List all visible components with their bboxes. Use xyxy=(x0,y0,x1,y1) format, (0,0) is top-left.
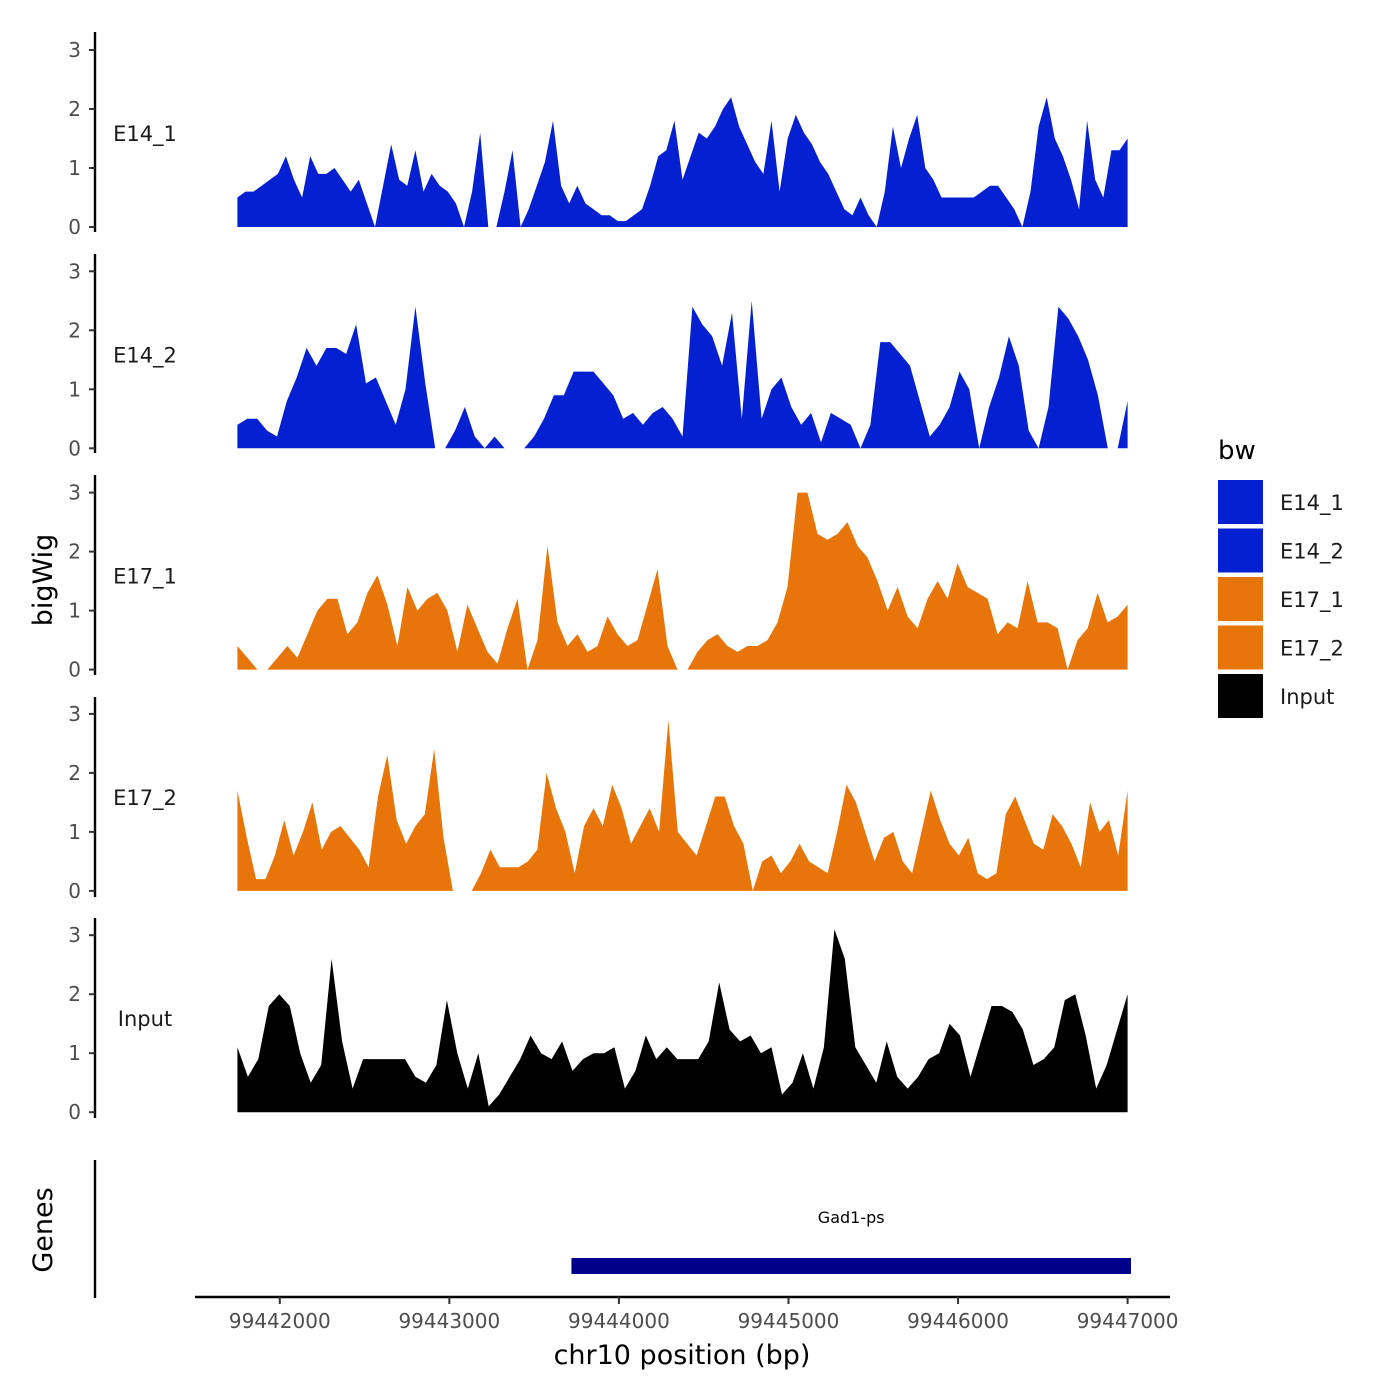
x-axis: 99442000 99443000 99444000 99445000 99446000… xyxy=(195,1295,1179,1333)
y-tick-label: 1 xyxy=(68,820,81,844)
y-tick-label: 1 xyxy=(68,156,81,180)
legend-key-e14-2 xyxy=(1218,528,1263,573)
y-tick-label: 3 xyxy=(68,702,81,726)
genes-panel: Gad1-ps xyxy=(93,1160,1131,1298)
genes-axis-title: Genes xyxy=(28,1187,59,1272)
y-tick-label: 0 xyxy=(68,1100,81,1124)
legend-key-e17-2 xyxy=(1218,625,1263,670)
y-tick-label: 3 xyxy=(68,481,81,505)
legend: bw E14_1 E14_2 E17_1 E17_2 Input xyxy=(1218,436,1344,718)
track-e14-2: 0 1 2 3 E14_2 xyxy=(68,254,1128,460)
y-tick-label: 3 xyxy=(68,259,81,283)
y-tick-label: 2 xyxy=(68,318,81,342)
y-tick-label: 0 xyxy=(68,215,81,239)
signal-area-e17-1 xyxy=(237,492,1128,670)
x-tick-label: 99443000 xyxy=(398,1309,500,1333)
y-tick-label: 2 xyxy=(68,540,81,564)
signal-area-e14-2 xyxy=(237,300,1128,449)
y-tick-label: 1 xyxy=(68,599,81,623)
track-label-e14-2: E14_2 xyxy=(113,343,177,368)
x-tick-label: 99442000 xyxy=(229,1309,331,1333)
gene-body-gad1-ps xyxy=(571,1258,1131,1274)
track-e17-2: 0 1 2 3 E17_2 xyxy=(68,697,1128,903)
y-tick-label: 1 xyxy=(68,1041,81,1065)
y-tick-label: 2 xyxy=(68,761,81,785)
y-tick-label: 3 xyxy=(68,38,81,62)
x-tick-label: 99445000 xyxy=(738,1309,840,1333)
legend-key-e14-1 xyxy=(1218,480,1263,524)
signal-area-e14-1 xyxy=(237,97,1128,227)
legend-label-e14-2: E14_2 xyxy=(1280,540,1344,565)
y-axis-title: bigWig xyxy=(28,534,59,627)
y-tick-label: 0 xyxy=(68,658,81,682)
y-tick-label: 0 xyxy=(68,879,81,903)
track-label-e17-1: E17_1 xyxy=(113,565,177,590)
y-tick-label: 2 xyxy=(68,982,81,1006)
legend-key-e17-1 xyxy=(1218,577,1263,621)
legend-key-input xyxy=(1218,674,1263,718)
signal-area-e17-2 xyxy=(237,719,1128,891)
x-tick-label: 99446000 xyxy=(907,1309,1009,1333)
x-tick-label: 99447000 xyxy=(1077,1309,1179,1333)
gene-label-gad1-ps: Gad1-ps xyxy=(818,1208,885,1227)
legend-label-e14-1: E14_1 xyxy=(1280,491,1344,516)
x-axis-title: chr10 position (bp) xyxy=(554,1340,811,1371)
legend-title: bw xyxy=(1218,436,1256,466)
signal-area-input xyxy=(237,929,1128,1113)
x-tick-label: 99444000 xyxy=(568,1309,670,1333)
y-tick-label: 3 xyxy=(68,923,81,947)
y-tick-label: 1 xyxy=(68,377,81,401)
legend-label-e17-1: E17_1 xyxy=(1280,588,1344,613)
legend-label-e17-2: E17_2 xyxy=(1280,637,1344,662)
track-label-input: Input xyxy=(118,1007,172,1031)
legend-label-input: Input xyxy=(1280,685,1334,709)
y-tick-label: 0 xyxy=(68,436,81,460)
signal-tracks: 0 1 2 3 E14_1 0 1 2 3 E14_2 0 1 2 3 E17_1 0 1 2 3 E17_2 0 1 2 3… xyxy=(68,32,1128,1124)
track-label-e17-2: E17_2 xyxy=(113,786,177,811)
track-e14-1: 0 1 2 3 E14_1 xyxy=(68,32,1128,239)
track-input: 0 1 2 3 Input xyxy=(68,918,1128,1124)
track-e17-1: 0 1 2 3 E17_1 xyxy=(68,475,1128,682)
y-tick-label: 2 xyxy=(68,97,81,121)
track-label-e14-1: E14_1 xyxy=(113,122,177,147)
